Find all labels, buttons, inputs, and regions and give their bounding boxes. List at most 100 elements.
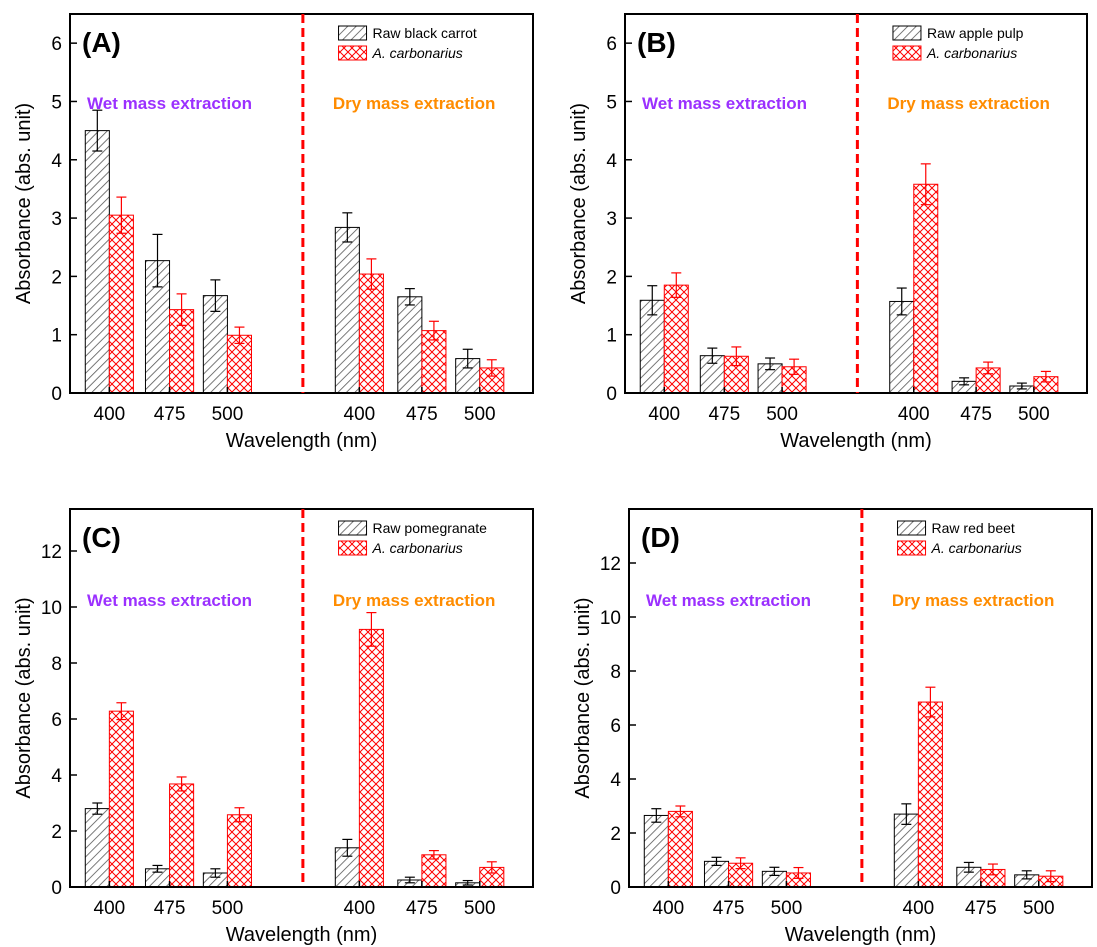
legend-label: Raw black carrot [373,25,477,41]
y-tick-label: 8 [51,654,62,675]
legend-label: A. carbonarius [372,45,463,61]
legend-label: Raw apple pulp [927,25,1024,41]
legend-swatch [338,25,368,41]
x-tick-label: 475 [708,404,740,425]
y-tick-label: 1 [606,326,617,347]
x-tick-label: 500 [464,404,496,425]
fungal-bar-3 [913,183,939,394]
raw-bar-3 [889,300,915,394]
fungal-bar-0 [108,710,134,888]
x-tick-label: 400 [903,898,935,919]
fungal-bar-3 [358,628,384,888]
x-tick-label: 400 [344,898,376,919]
x-tick-label: 400 [94,898,126,919]
legend-label: Raw red beet [932,520,1015,536]
x-tick-label: 475 [713,898,745,919]
y-tick-label: 6 [606,34,617,55]
y-axis-title: Absorbance (abs. unit) [568,103,590,304]
x-tick-label: 475 [965,898,997,919]
chart-panel-d: 0 2 4 6 8 10 12 400 475 500 400 475 500 Wavelength (n… [572,508,1093,946]
fungal-bar-3 [917,701,943,888]
fungal-bar-0 [667,810,693,888]
raw-bar-3 [893,813,919,888]
x-tick-label: 475 [154,404,186,425]
panel-label: (D) [641,522,680,553]
raw-bar-0 [639,299,665,394]
region-label-dry: Dry mass extraction [892,591,1055,610]
y-axis-title: Absorbance (abs. unit) [572,597,594,798]
panel-label: (A) [82,27,121,58]
y-tick-label: 6 [610,716,621,737]
y-tick-label: 8 [610,662,621,683]
fungal-bar-0 [663,284,689,394]
y-tick-label: 4 [606,151,617,172]
raw-bar-3 [334,226,360,394]
region-label-dry: Dry mass extraction [333,94,496,113]
legend-swatch [897,540,927,556]
y-tick-label: 3 [51,209,62,230]
x-tick-label: 400 [344,404,376,425]
y-tick-label: 12 [41,542,62,563]
fungal-bar-1 [169,783,195,888]
y-tick-label: 12 [600,554,621,575]
legend-label: Raw pomegranate [373,520,488,536]
y-tick-label: 2 [610,824,621,845]
y-tick-label: 5 [51,92,62,113]
x-axis-title: Wavelength (nm) [226,430,378,452]
region-label-wet: Wet mass extraction [87,94,252,113]
y-tick-label: 0 [51,384,62,405]
legend-swatch [892,45,922,61]
y-tick-label: 1 [51,326,62,347]
y-tick-label: 3 [606,209,617,230]
x-tick-label: 500 [1023,898,1055,919]
y-tick-label: 10 [600,608,621,629]
region-label-wet: Wet mass extraction [642,94,807,113]
panel-label: (B) [637,27,676,58]
x-tick-label: 400 [653,898,685,919]
y-tick-label: 6 [51,710,62,731]
y-axis-title: Absorbance (abs. unit) [13,103,35,304]
x-tick-label: 475 [154,898,186,919]
chart-panel-c: 0 2 4 6 8 10 12 400 475 500 400 475 500 Wavelength (n… [13,508,534,946]
fungal-bar-3 [358,273,384,394]
raw-bar-4 [397,296,423,394]
y-tick-label: 4 [51,766,62,787]
y-tick-label: 10 [41,598,62,619]
region-label-dry: Dry mass extraction [333,591,496,610]
x-tick-label: 400 [648,404,680,425]
legend-swatch [338,540,368,556]
x-axis-title: Wavelength (nm) [785,924,937,946]
fungal-bar-4 [421,854,447,888]
y-tick-label: 2 [606,267,617,288]
raw-bar-0 [643,814,669,888]
panel-label: (C) [82,522,121,553]
y-tick-label: 0 [606,384,617,405]
x-tick-label: 500 [766,404,798,425]
legend-swatch [892,25,922,41]
x-tick-label: 400 [94,404,126,425]
x-tick-label: 475 [406,898,438,919]
y-tick-label: 0 [610,878,621,899]
legend-swatch [897,520,927,536]
x-tick-label: 500 [212,404,244,425]
raw-bar-0 [84,130,110,394]
x-tick-label: 500 [212,898,244,919]
fungal-bar-0 [108,214,134,394]
x-axis-title: Wavelength (nm) [780,430,932,452]
chart-panel-b: 0 1 2 3 4 5 6 400 475 500 400 475 500 Wavelength (nm)… [568,13,1088,452]
y-tick-label: 6 [51,34,62,55]
region-label-dry: Dry mass extraction [887,94,1050,113]
x-tick-label: 475 [406,404,438,425]
y-tick-label: 4 [610,770,621,791]
legend-swatch [338,45,368,61]
raw-bar-0 [84,808,110,888]
fungal-bar-4 [421,330,447,394]
legend-label: A. carbonarius [931,540,1022,556]
region-label-wet: Wet mass extraction [646,591,811,610]
x-axis-title: Wavelength (nm) [226,924,378,946]
x-tick-label: 500 [464,898,496,919]
y-tick-label: 0 [51,878,62,899]
y-tick-label: 4 [51,151,62,172]
legend-label: A. carbonarius [372,540,463,556]
